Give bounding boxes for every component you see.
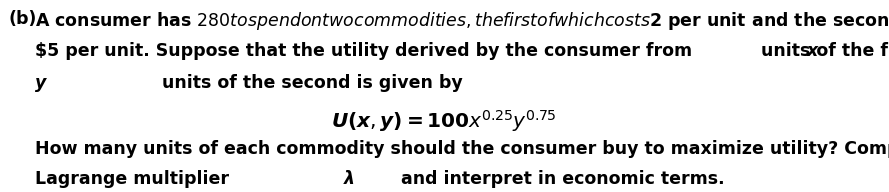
Text: Lagrange multiplier: Lagrange multiplier — [35, 170, 241, 188]
Text: (b): (b) — [8, 10, 36, 28]
Text: and interpret in economic terms.: and interpret in economic terms. — [388, 170, 725, 188]
Text: A consumer has $280 to spend on two commodities, the first of which costs $2 per: A consumer has $280 to spend on two comm… — [35, 10, 889, 32]
Text: units of the second is given by: units of the second is given by — [149, 74, 462, 92]
Text: $\boldsymbol{U(x,y) = 100x^{0.25}y^{0.75}}$: $\boldsymbol{U(x,y) = 100x^{0.25}y^{0.75… — [332, 108, 557, 134]
Text: y: y — [35, 74, 46, 92]
Text: units of the first commodity and: units of the first commodity and — [756, 42, 889, 60]
Text: λ: λ — [344, 170, 356, 188]
Text: $5 per unit. Suppose that the utility derived by the consumer from: $5 per unit. Suppose that the utility de… — [35, 42, 698, 60]
Text: $5 per unit. Suppose that the utility derived by the consumer from: $5 per unit. Suppose that the utility de… — [35, 42, 698, 60]
Text: How many units of each commodity should the consumer buy to maximize utility? Co: How many units of each commodity should … — [35, 140, 889, 158]
Text: x: x — [801, 42, 825, 60]
